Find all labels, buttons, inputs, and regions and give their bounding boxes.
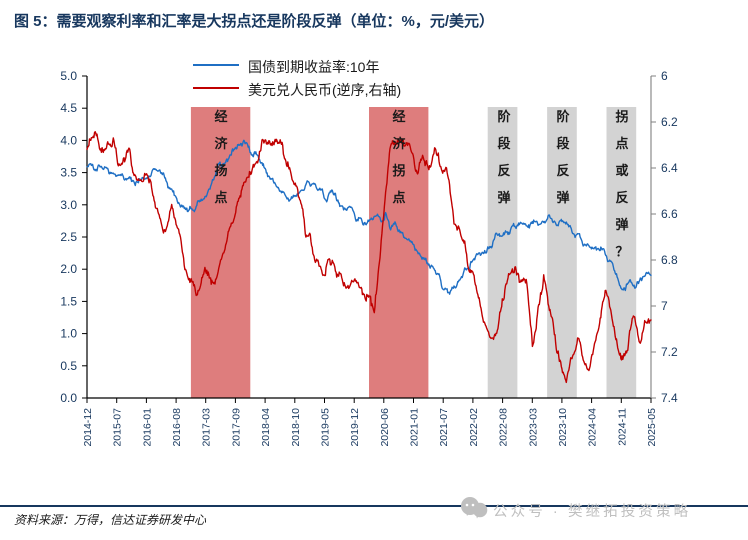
- svg-text:6: 6: [661, 69, 668, 83]
- svg-text:2016-08: 2016-08: [171, 408, 183, 447]
- svg-text:3.0: 3.0: [60, 198, 77, 212]
- svg-text:2021-01: 2021-01: [409, 408, 421, 447]
- svg-text:2014-12: 2014-12: [82, 408, 94, 447]
- svg-text:6.8: 6.8: [661, 253, 678, 267]
- svg-text:7: 7: [661, 299, 668, 313]
- svg-text:1.5: 1.5: [60, 294, 77, 308]
- svg-text:6.2: 6.2: [661, 115, 678, 129]
- svg-text:2019-12: 2019-12: [349, 408, 361, 447]
- svg-text:2023-10: 2023-10: [557, 408, 569, 447]
- svg-text:2017-03: 2017-03: [201, 408, 213, 447]
- svg-text:6.6: 6.6: [661, 207, 678, 221]
- svg-text:2020-06: 2020-06: [379, 408, 391, 447]
- svg-text:3.5: 3.5: [60, 166, 77, 180]
- svg-text:2.0: 2.0: [60, 262, 77, 276]
- svg-text:2017-09: 2017-09: [230, 408, 242, 447]
- svg-text:2015-07: 2015-07: [112, 408, 124, 447]
- svg-text:2021-07: 2021-07: [438, 408, 450, 447]
- svg-text:2023-03: 2023-03: [527, 408, 539, 447]
- svg-text:2019-05: 2019-05: [320, 408, 332, 447]
- svg-text:2022-08: 2022-08: [498, 408, 510, 447]
- svg-text:1.0: 1.0: [60, 327, 77, 341]
- svg-text:7.4: 7.4: [661, 391, 678, 405]
- svg-text:4.0: 4.0: [60, 133, 77, 147]
- svg-text:0.0: 0.0: [60, 391, 77, 405]
- svg-text:2024-04: 2024-04: [587, 408, 599, 447]
- svg-text:2025-05: 2025-05: [646, 408, 658, 447]
- svg-text:2018-10: 2018-10: [290, 408, 302, 447]
- svg-text:2.5: 2.5: [60, 230, 77, 244]
- svg-text:0.5: 0.5: [60, 359, 77, 373]
- svg-text:5.0: 5.0: [60, 69, 77, 83]
- svg-text:2022-02: 2022-02: [468, 408, 480, 447]
- svg-text:2024-11: 2024-11: [616, 408, 628, 446]
- svg-text:2016-01: 2016-01: [141, 408, 153, 447]
- svg-text:6.4: 6.4: [661, 161, 678, 175]
- svg-text:7.2: 7.2: [661, 345, 678, 359]
- svg-text:4.5: 4.5: [60, 101, 77, 115]
- svg-text:2018-04: 2018-04: [260, 408, 272, 447]
